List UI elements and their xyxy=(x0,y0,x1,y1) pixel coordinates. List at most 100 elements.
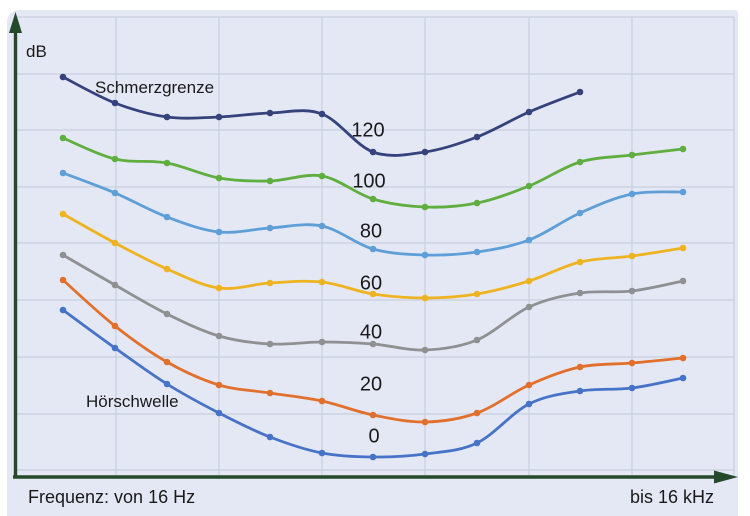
curve-20-marker xyxy=(679,354,687,362)
curve-0-marker xyxy=(369,453,377,461)
curve-120-marker xyxy=(59,73,67,81)
y-axis-arrow-icon xyxy=(9,12,22,33)
curve-120-marker xyxy=(318,110,326,118)
curve-60-marker xyxy=(421,294,429,302)
curve-level-label: 20 xyxy=(359,373,383,396)
curve-40-marker xyxy=(473,336,481,344)
curve-0-marker xyxy=(576,387,584,395)
hearing-threshold-label: Hörschwelle xyxy=(86,392,179,411)
curve-80-marker xyxy=(628,190,636,198)
curve-120-marker xyxy=(473,133,481,141)
curve-40-marker xyxy=(679,277,687,285)
curve-40-marker xyxy=(628,287,636,295)
curve-100-marker xyxy=(679,145,687,153)
curve-60-marker xyxy=(473,290,481,298)
curve-120-marker xyxy=(576,88,584,96)
curve-level-label: 40 xyxy=(359,321,383,344)
curve-level-label: 120 xyxy=(351,119,385,142)
curve-40-marker xyxy=(369,340,377,348)
curve-0-marker xyxy=(421,450,429,458)
curve-0-marker xyxy=(111,344,119,352)
curve-80-marker xyxy=(473,248,481,256)
curve-40-marker xyxy=(266,340,274,348)
curve-60-marker xyxy=(59,210,67,218)
curve-120-marker xyxy=(369,148,377,156)
curve-80-marker xyxy=(59,169,67,177)
curve-20-marker xyxy=(163,358,171,366)
curve-100-marker xyxy=(525,182,533,190)
x-axis-left-label: Frequenz: von 16 Hz xyxy=(28,487,196,507)
curve-120-marker xyxy=(421,148,429,156)
curve-80-marker xyxy=(163,213,171,221)
curve-100-marker xyxy=(473,199,481,207)
curve-100-marker xyxy=(369,195,377,203)
curve-20-marker xyxy=(576,363,584,371)
curve-20-marker xyxy=(525,381,533,389)
curve-60-marker xyxy=(318,278,326,286)
curve-100-marker xyxy=(215,174,223,182)
curve-20-marker xyxy=(59,276,67,284)
curve-120-marker xyxy=(525,108,533,116)
curve-80-marker xyxy=(369,245,377,253)
curve-80-marker xyxy=(266,224,274,232)
curve-0-marker xyxy=(473,439,481,447)
curve-100-marker xyxy=(421,203,429,211)
curve-60-marker xyxy=(111,239,119,247)
x-axis-right-label: bis 16 kHz xyxy=(630,487,715,507)
curve-40-marker xyxy=(421,346,429,354)
curve-level-label: 100 xyxy=(352,170,386,193)
curve-60-marker xyxy=(369,290,377,298)
curve-120-marker xyxy=(215,113,223,121)
curve-80-marker xyxy=(421,251,429,259)
curve-20-marker xyxy=(628,359,636,367)
curve-20-marker xyxy=(215,381,223,389)
curve-40-marker xyxy=(215,332,223,340)
curve-20-marker xyxy=(111,322,119,330)
curve-20-marker xyxy=(473,409,481,417)
curve-120-marker xyxy=(266,109,274,117)
curve-level-label: 80 xyxy=(359,220,383,243)
curve-level-label: 0 xyxy=(368,425,380,448)
curve-0-marker xyxy=(628,384,636,392)
curve-0-marker xyxy=(215,409,223,417)
curve-100-marker xyxy=(576,158,584,166)
y-axis-unit-label: dB xyxy=(26,42,47,61)
curve-40-marker xyxy=(163,310,171,318)
curve-100-marker xyxy=(266,177,274,185)
curve-100-marker xyxy=(318,172,326,180)
curve-60-marker xyxy=(215,284,223,292)
x-axis-arrow-icon xyxy=(714,470,738,484)
curve-0-marker xyxy=(525,400,533,408)
curve-level-label: 60 xyxy=(359,272,383,295)
curve-120-marker xyxy=(163,113,171,121)
curve-60-marker xyxy=(266,279,274,287)
curve-100-marker xyxy=(111,155,119,163)
curve-20-marker xyxy=(369,411,377,419)
curve-60-marker xyxy=(679,244,687,252)
curve-40-marker xyxy=(318,338,326,346)
curve-0-marker xyxy=(318,449,326,457)
curve-0-marker xyxy=(59,306,67,314)
curve-100-marker xyxy=(163,159,171,167)
curve-40-marker xyxy=(576,289,584,297)
curve-0-marker xyxy=(679,374,687,382)
curve-80-marker xyxy=(576,209,584,217)
curve-80-marker xyxy=(215,228,223,236)
curve-120-marker xyxy=(111,99,119,107)
curve-60-marker xyxy=(628,252,636,260)
curve-0-marker xyxy=(266,433,274,441)
curve-60-marker xyxy=(525,277,533,285)
curve-80-marker xyxy=(318,222,326,230)
pain-threshold-label: Schmerzgrenze xyxy=(95,78,215,97)
curve-40-marker xyxy=(59,251,67,259)
curve-0-marker xyxy=(163,380,171,388)
curve-100-marker xyxy=(59,134,67,142)
curve-40-marker xyxy=(111,281,119,289)
curve-80-marker xyxy=(111,189,119,197)
chart-panel xyxy=(7,10,738,516)
curve-100-marker xyxy=(628,151,636,159)
curve-80-marker xyxy=(679,188,687,196)
curve-20-marker xyxy=(266,389,274,397)
